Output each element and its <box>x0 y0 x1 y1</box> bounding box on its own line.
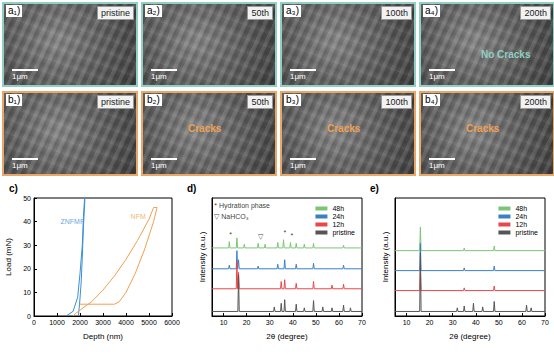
svg-text:50: 50 <box>23 195 31 202</box>
svg-text:24h: 24h <box>515 213 527 220</box>
svg-text:48h: 48h <box>515 205 527 212</box>
svg-text:10: 10 <box>403 319 411 326</box>
svg-text:12h: 12h <box>332 221 344 228</box>
html-text:1μm: 1μm <box>151 72 167 81</box>
svg-text:0: 0 <box>32 319 36 326</box>
html-text:a₂): a₂) <box>147 5 160 16</box>
html-text:1μm: 1μm <box>151 161 167 170</box>
html-text:50th: 50th <box>251 97 269 107</box>
svg-text:2θ (degree): 2θ (degree) <box>266 332 308 341</box>
html-text:b₄): b₄) <box>425 94 438 105</box>
html-text:1μm: 1μm <box>290 161 306 170</box>
svg-text:48h: 48h <box>332 205 344 212</box>
svg-text:2000: 2000 <box>72 319 88 326</box>
svg-text:60: 60 <box>518 319 526 326</box>
html-text:Cracks: Cracks <box>327 123 361 134</box>
html-text:b₁): b₁) <box>8 94 21 105</box>
svg-text:0: 0 <box>27 313 31 320</box>
svg-text:Depth (nm): Depth (nm) <box>83 332 123 341</box>
svg-text:50: 50 <box>495 319 503 326</box>
html-text:Cracks: Cracks <box>188 123 222 134</box>
svg-text:3000: 3000 <box>95 319 111 326</box>
svg-text:30: 30 <box>449 319 457 326</box>
svg-text:30: 30 <box>23 242 31 249</box>
svg-text:ZNFMF: ZNFMF <box>60 218 84 225</box>
svg-text:20: 20 <box>23 265 31 272</box>
svg-text:10: 10 <box>23 289 31 296</box>
svg-text:1000: 1000 <box>49 319 65 326</box>
html-text:No Cracks: No Cracks <box>481 49 531 60</box>
svg-text:60: 60 <box>335 319 343 326</box>
svg-text:pristine: pristine <box>332 229 355 237</box>
html-text:1μm: 1μm <box>12 161 28 170</box>
svg-text:40: 40 <box>289 319 297 326</box>
svg-text:*: * <box>229 231 232 238</box>
svg-text:*: * <box>290 232 293 239</box>
html-text:a₃): a₃) <box>286 5 299 16</box>
html-text:a₁): a₁) <box>8 5 21 16</box>
html-text:pristine: pristine <box>101 8 130 18</box>
svg-text:▽: ▽ <box>258 233 264 240</box>
svg-text:e): e) <box>370 183 379 194</box>
html-text:1μm: 1μm <box>429 72 445 81</box>
html-text:1μm: 1μm <box>12 72 28 81</box>
html-text:200th: 200th <box>524 8 547 18</box>
svg-text:4000: 4000 <box>118 319 134 326</box>
svg-text:5000: 5000 <box>141 319 157 326</box>
html-text:100th: 100th <box>385 8 408 18</box>
svg-text:6000: 6000 <box>164 319 180 326</box>
svg-text:Intensity (a.u.): Intensity (a.u.) <box>198 231 207 282</box>
svg-text:d): d) <box>187 183 196 194</box>
svg-text:70: 70 <box>358 319 366 326</box>
svg-text:Load (mN): Load (mN) <box>4 238 13 276</box>
svg-text:▽ NaHCO₃: ▽ NaHCO₃ <box>214 213 248 220</box>
svg-text:20: 20 <box>243 319 251 326</box>
html-text:Cracks: Cracks <box>466 123 500 134</box>
svg-text:40: 40 <box>23 218 31 225</box>
svg-text:70: 70 <box>541 319 549 326</box>
svg-text:*: * <box>284 229 287 236</box>
svg-text:pristine: pristine <box>515 229 538 237</box>
html-text:50th: 50th <box>251 8 269 18</box>
svg-text:40: 40 <box>472 319 480 326</box>
svg-text:* Hydration phase: * Hydration phase <box>214 202 270 210</box>
svg-text:10: 10 <box>220 319 228 326</box>
html-text:a₄): a₄) <box>425 5 438 16</box>
svg-text:Intensity (a.u.): Intensity (a.u.) <box>381 231 390 282</box>
html-text:1μm: 1μm <box>290 72 306 81</box>
html-text:pristine: pristine <box>101 97 130 107</box>
svg-text:12h: 12h <box>515 221 527 228</box>
svg-text:20: 20 <box>426 319 434 326</box>
html-text:100th: 100th <box>385 97 408 107</box>
svg-text:c): c) <box>9 183 18 194</box>
html-text:b₂): b₂) <box>147 94 160 105</box>
html-text:1μm: 1μm <box>429 161 445 170</box>
html-text:200th: 200th <box>524 97 547 107</box>
html-text:b₃): b₃) <box>286 94 299 105</box>
svg-text:NFM: NFM <box>131 213 146 220</box>
svg-text:2θ (degree): 2θ (degree) <box>449 332 491 341</box>
svg-text:30: 30 <box>266 319 274 326</box>
svg-text:24h: 24h <box>332 213 344 220</box>
svg-text:50: 50 <box>312 319 320 326</box>
